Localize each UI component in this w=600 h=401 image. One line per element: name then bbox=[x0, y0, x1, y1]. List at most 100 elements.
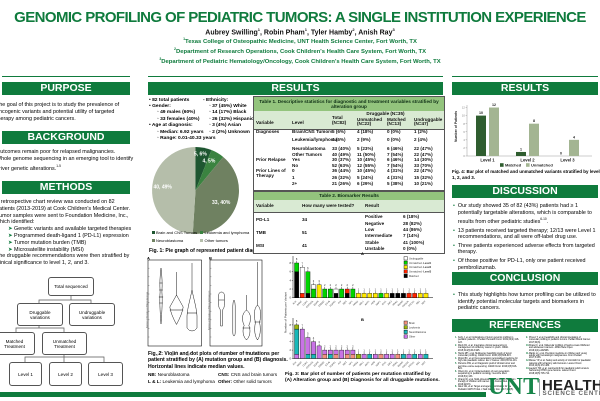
svg-text:ETV6: ETV6 bbox=[325, 361, 331, 367]
svg-text:8: 8 bbox=[296, 257, 298, 261]
svg-text:B: B bbox=[209, 256, 212, 261]
svg-text:AKT1: AKT1 bbox=[364, 360, 371, 367]
svg-text:EGFR: EGFR bbox=[314, 361, 320, 367]
svg-text:RET: RET bbox=[422, 300, 427, 305]
svg-text:EGFR: EGFR bbox=[314, 301, 320, 307]
svg-text:KRAS: KRAS bbox=[392, 300, 399, 307]
svg-text:RET: RET bbox=[422, 361, 427, 366]
svg-text:Matched: Matched bbox=[505, 162, 522, 167]
svg-text:BAP1: BAP1 bbox=[375, 300, 382, 307]
svg-text:1: 1 bbox=[408, 349, 410, 353]
svg-text:1: 1 bbox=[414, 288, 416, 292]
svg-text:ATM: ATM bbox=[370, 300, 375, 305]
svg-text:Level 2: Level 2 bbox=[520, 158, 535, 163]
svg-text:6: 6 bbox=[307, 266, 309, 270]
svg-text:Number of Patients: Number of Patients bbox=[454, 111, 458, 142]
svg-text:1: 1 bbox=[363, 349, 365, 353]
svg-text:2: 2 bbox=[290, 348, 292, 352]
svg-text:2: 2 bbox=[347, 344, 349, 348]
svg-text:RB1: RB1 bbox=[416, 361, 421, 366]
svg-text:ABL1: ABL1 bbox=[359, 300, 366, 307]
svg-text:ALK: ALK bbox=[292, 300, 298, 306]
svg-text:CNS: CNS bbox=[219, 351, 224, 356]
svg-text:1: 1 bbox=[380, 349, 382, 353]
svg-text:1: 1 bbox=[403, 288, 405, 292]
svg-text:8: 8 bbox=[463, 122, 465, 126]
svg-text:IDH1: IDH1 bbox=[382, 361, 388, 367]
svg-text:PTCH1: PTCH1 bbox=[408, 361, 415, 368]
svg-text:2: 2 bbox=[352, 344, 354, 348]
svg-text:NRAS: NRAS bbox=[352, 300, 359, 307]
svg-text:2: 2 bbox=[324, 344, 326, 348]
svg-text:Level 1: Level 1 bbox=[480, 158, 495, 163]
svg-text:1: 1 bbox=[375, 288, 377, 292]
svg-text:8: 8 bbox=[296, 319, 298, 323]
svg-text:A: A bbox=[147, 256, 150, 261]
svg-text:1: 1 bbox=[420, 288, 422, 292]
svg-text:Matched: Matched bbox=[170, 350, 178, 356]
svg-text:L & L: L & L bbox=[231, 351, 237, 356]
svg-text:Unmatched: Unmatched bbox=[153, 350, 163, 356]
svg-text:2: 2 bbox=[463, 146, 465, 150]
svg-text:Brain: Brain bbox=[409, 322, 415, 325]
svg-text:1: 1 bbox=[425, 349, 427, 353]
svg-text:1: 1 bbox=[375, 349, 377, 353]
svg-text:BRAF: BRAF bbox=[296, 360, 303, 367]
svg-text:0: 0 bbox=[463, 154, 465, 158]
svg-text:2: 2 bbox=[341, 283, 343, 287]
svg-text:1: 1 bbox=[420, 349, 422, 353]
svg-text:8: 8 bbox=[533, 119, 535, 123]
svg-text:Other: Other bbox=[253, 350, 259, 356]
svg-text:4: 4 bbox=[290, 278, 292, 282]
svg-text:AKT1: AKT1 bbox=[364, 300, 371, 307]
svg-text:2: 2 bbox=[324, 283, 326, 287]
svg-text:ALK: ALK bbox=[292, 361, 298, 367]
svg-text:Other: Other bbox=[409, 336, 415, 339]
svg-text:A: A bbox=[361, 251, 364, 256]
svg-text:Unmatched -Level1: Unmatched -Level1 bbox=[409, 262, 432, 265]
svg-text:6: 6 bbox=[290, 270, 292, 274]
svg-text:1: 1 bbox=[391, 349, 393, 353]
svg-text:1: 1 bbox=[363, 288, 365, 292]
svg-text:MDM2: MDM2 bbox=[398, 361, 405, 368]
svg-text:1: 1 bbox=[386, 288, 388, 292]
svg-text:1: 1 bbox=[358, 288, 360, 292]
svg-text:1: 1 bbox=[369, 349, 371, 353]
svg-text:KIT: KIT bbox=[338, 361, 342, 365]
svg-text:NRAS: NRAS bbox=[352, 361, 359, 368]
svg-text:MDM2: MDM2 bbox=[398, 300, 405, 307]
svg-text:6: 6 bbox=[290, 331, 292, 335]
svg-text:2: 2 bbox=[341, 344, 343, 348]
svg-text:4, 5%: 4, 5% bbox=[203, 159, 216, 165]
svg-text:0: 0 bbox=[290, 296, 292, 300]
svg-text:1: 1 bbox=[520, 147, 522, 151]
svg-text:FGFR1: FGFR1 bbox=[330, 300, 337, 307]
svg-text:10: 10 bbox=[462, 114, 465, 118]
svg-text:0: 0 bbox=[560, 152, 562, 156]
svg-text:CDKN2A: CDKN2A bbox=[305, 300, 314, 309]
svg-text:ATM: ATM bbox=[370, 361, 375, 366]
svg-text:Number of Patients per Variant: Number of Patients per Variant bbox=[284, 292, 288, 333]
svg-text:5, 6%: 5, 6% bbox=[194, 152, 207, 158]
svg-text:10: 10 bbox=[479, 111, 483, 115]
svg-text:KRAS: KRAS bbox=[392, 361, 399, 368]
svg-text:Level 3: Level 3 bbox=[560, 158, 575, 163]
svg-text:1: 1 bbox=[386, 349, 388, 353]
svg-text:MET: MET bbox=[343, 300, 348, 305]
svg-text:4: 4 bbox=[573, 135, 575, 139]
svg-text:8: 8 bbox=[290, 323, 292, 327]
svg-text:1: 1 bbox=[408, 288, 410, 292]
svg-text:FGFR1: FGFR1 bbox=[330, 361, 337, 368]
svg-text:1: 1 bbox=[403, 349, 405, 353]
svg-text:PIK3CA: PIK3CA bbox=[402, 300, 410, 308]
svg-text:ETV6: ETV6 bbox=[325, 300, 331, 306]
svg-text:Leukemia: Leukemia bbox=[409, 326, 420, 329]
svg-text:BRAF: BRAF bbox=[296, 300, 303, 307]
svg-text:2: 2 bbox=[335, 344, 337, 348]
svg-text:RB1: RB1 bbox=[416, 300, 421, 305]
svg-text:3: 3 bbox=[318, 340, 320, 344]
svg-text:3: 3 bbox=[318, 279, 320, 283]
svg-text:0: 0 bbox=[290, 357, 292, 361]
svg-text:5: 5 bbox=[307, 332, 309, 336]
svg-text:1: 1 bbox=[391, 288, 393, 292]
